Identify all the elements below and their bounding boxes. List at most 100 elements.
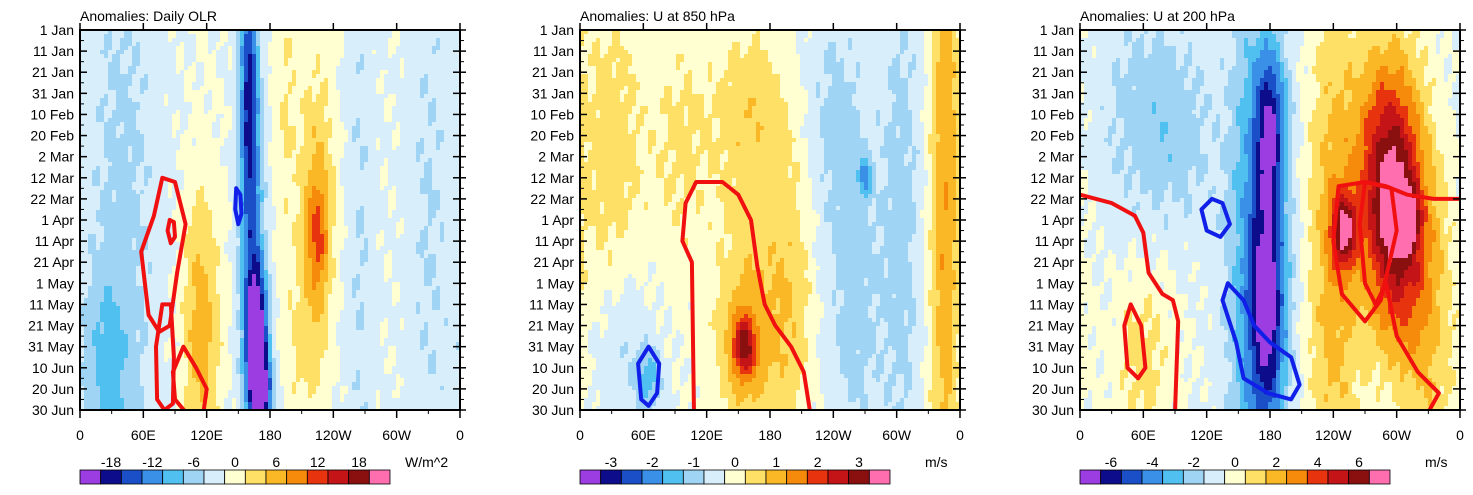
heatmap-cell — [196, 174, 201, 179]
heatmap-cell — [252, 38, 257, 43]
heatmap-cell — [344, 106, 349, 111]
heatmap-cell — [80, 78, 85, 83]
heatmap-cell — [84, 222, 89, 227]
heatmap-cell — [124, 154, 129, 159]
heatmap-cell — [428, 94, 433, 99]
heatmap-cell — [136, 198, 141, 203]
heatmap-cell — [432, 50, 437, 55]
heatmap-cell — [332, 122, 337, 127]
heatmap-cell — [304, 38, 309, 43]
heatmap-cell — [136, 162, 141, 167]
heatmap-cell — [448, 82, 453, 87]
heatmap-cell — [300, 186, 305, 191]
heatmap-cell — [276, 190, 281, 195]
heatmap-cell — [340, 34, 345, 39]
heatmap-cell — [236, 198, 241, 203]
heatmap-cell — [412, 158, 417, 163]
heatmap-cell — [396, 182, 401, 187]
heatmap-cell — [156, 74, 161, 79]
heatmap-cell — [96, 34, 101, 39]
heatmap-cell — [384, 178, 389, 183]
heatmap-cell — [264, 98, 269, 103]
heatmap-cell — [400, 78, 405, 83]
heatmap-cell — [92, 82, 97, 87]
heatmap-cell — [372, 142, 377, 147]
heatmap-cell — [132, 38, 137, 43]
heatmap-cell — [452, 170, 457, 175]
heatmap-cell — [344, 182, 349, 187]
heatmap-cell — [400, 170, 405, 175]
heatmap-cell — [456, 162, 460, 167]
heatmap-cell — [184, 74, 189, 79]
heatmap-cell — [232, 78, 237, 83]
heatmap-cell — [392, 142, 397, 147]
heatmap-cell — [292, 82, 297, 87]
heatmap-cell — [384, 58, 389, 63]
heatmap-cell — [140, 230, 145, 235]
heatmap-cell — [316, 174, 321, 179]
heatmap-cell — [144, 102, 149, 107]
heatmap-cell — [96, 42, 101, 47]
heatmap-cell — [320, 58, 325, 63]
heatmap-cell — [176, 114, 181, 119]
heatmap-cell — [112, 162, 117, 167]
heatmap-cell — [240, 42, 245, 47]
heatmap-cell — [356, 46, 361, 51]
heatmap-cell — [284, 58, 289, 63]
heatmap-cell — [256, 38, 261, 43]
heatmap-cell — [136, 134, 141, 139]
heatmap-cell — [336, 230, 341, 235]
heatmap-cell — [336, 202, 341, 207]
heatmap-cell — [108, 82, 113, 87]
heatmap-cell — [456, 106, 460, 111]
heatmap-cell — [312, 126, 317, 131]
heatmap-cell — [84, 94, 89, 99]
heatmap-cell — [240, 130, 245, 135]
heatmap-cell — [228, 166, 233, 171]
heatmap-cell — [140, 78, 145, 83]
heatmap-cell — [88, 110, 93, 115]
heatmap-cell — [356, 126, 361, 131]
heatmap-cell — [240, 138, 245, 143]
heatmap-cell — [260, 194, 265, 199]
heatmap-cell — [280, 106, 285, 111]
heatmap-cell — [168, 194, 173, 199]
heatmap-cell — [404, 230, 409, 235]
heatmap-cell — [176, 70, 181, 75]
heatmap-cell — [176, 30, 181, 35]
heatmap-cell — [132, 46, 137, 51]
heatmap-cell — [308, 154, 313, 159]
heatmap-cell — [392, 62, 397, 67]
heatmap-cell — [424, 90, 429, 95]
heatmap-cell — [96, 162, 101, 167]
heatmap-cell — [108, 202, 113, 207]
heatmap-cell — [220, 66, 225, 71]
heatmap-cell — [444, 114, 449, 119]
heatmap-cell — [396, 146, 401, 151]
heatmap-cell — [368, 46, 373, 51]
heatmap-cell — [144, 194, 149, 199]
heatmap-cell — [312, 186, 317, 191]
heatmap-cell — [448, 150, 453, 155]
heatmap-cell — [388, 34, 393, 39]
heatmap-cell — [348, 158, 353, 163]
heatmap-cell — [192, 110, 197, 115]
heatmap-cell — [128, 74, 133, 79]
heatmap-cell — [356, 222, 361, 227]
heatmap-cell — [92, 98, 97, 103]
heatmap-cell — [364, 42, 369, 47]
heatmap-cell — [396, 122, 401, 127]
heatmap-cell — [352, 166, 357, 171]
heatmap-cell — [172, 210, 177, 215]
heatmap-cell — [324, 86, 329, 91]
heatmap-cell — [148, 186, 153, 191]
heatmap-cell — [160, 194, 165, 199]
heatmap-cell — [264, 110, 269, 115]
heatmap-cell — [196, 66, 201, 71]
heatmap-cell — [244, 158, 249, 163]
heatmap-cell — [80, 238, 85, 243]
heatmap-cell — [192, 226, 197, 231]
heatmap-cell — [260, 170, 265, 175]
heatmap-cell — [108, 110, 113, 115]
heatmap-cell — [284, 174, 289, 179]
